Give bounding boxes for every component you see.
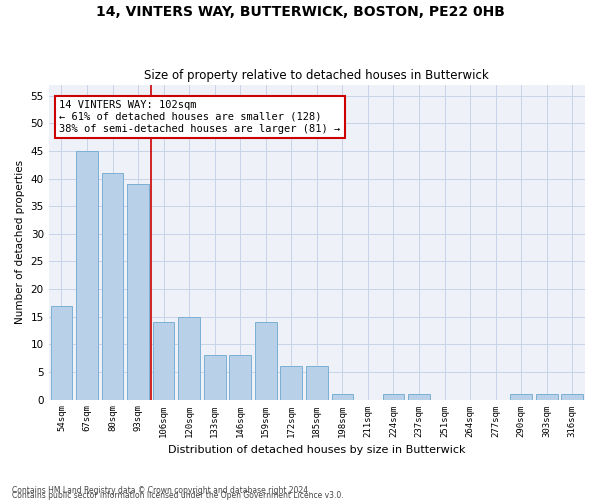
Title: Size of property relative to detached houses in Butterwick: Size of property relative to detached ho…: [145, 69, 489, 82]
Y-axis label: Number of detached properties: Number of detached properties: [15, 160, 25, 324]
Bar: [50, 306, 72, 400]
Bar: [204, 356, 226, 400]
Bar: [255, 322, 277, 400]
Bar: [510, 394, 532, 400]
Bar: [127, 184, 149, 400]
Bar: [101, 173, 124, 400]
Bar: [153, 322, 175, 400]
Bar: [229, 356, 251, 400]
Text: 14 VINTERS WAY: 102sqm
← 61% of detached houses are smaller (128)
38% of semi-de: 14 VINTERS WAY: 102sqm ← 61% of detached…: [59, 100, 341, 134]
Text: Contains public sector information licensed under the Open Government Licence v3: Contains public sector information licen…: [12, 491, 344, 500]
Bar: [536, 394, 557, 400]
Bar: [408, 394, 430, 400]
X-axis label: Distribution of detached houses by size in Butterwick: Distribution of detached houses by size …: [168, 445, 466, 455]
Bar: [306, 366, 328, 400]
Bar: [76, 151, 98, 400]
Bar: [178, 316, 200, 400]
Text: Contains HM Land Registry data © Crown copyright and database right 2024.: Contains HM Land Registry data © Crown c…: [12, 486, 311, 495]
Bar: [383, 394, 404, 400]
Text: 14, VINTERS WAY, BUTTERWICK, BOSTON, PE22 0HB: 14, VINTERS WAY, BUTTERWICK, BOSTON, PE2…: [95, 5, 505, 19]
Bar: [332, 394, 353, 400]
Bar: [562, 394, 583, 400]
Bar: [280, 366, 302, 400]
